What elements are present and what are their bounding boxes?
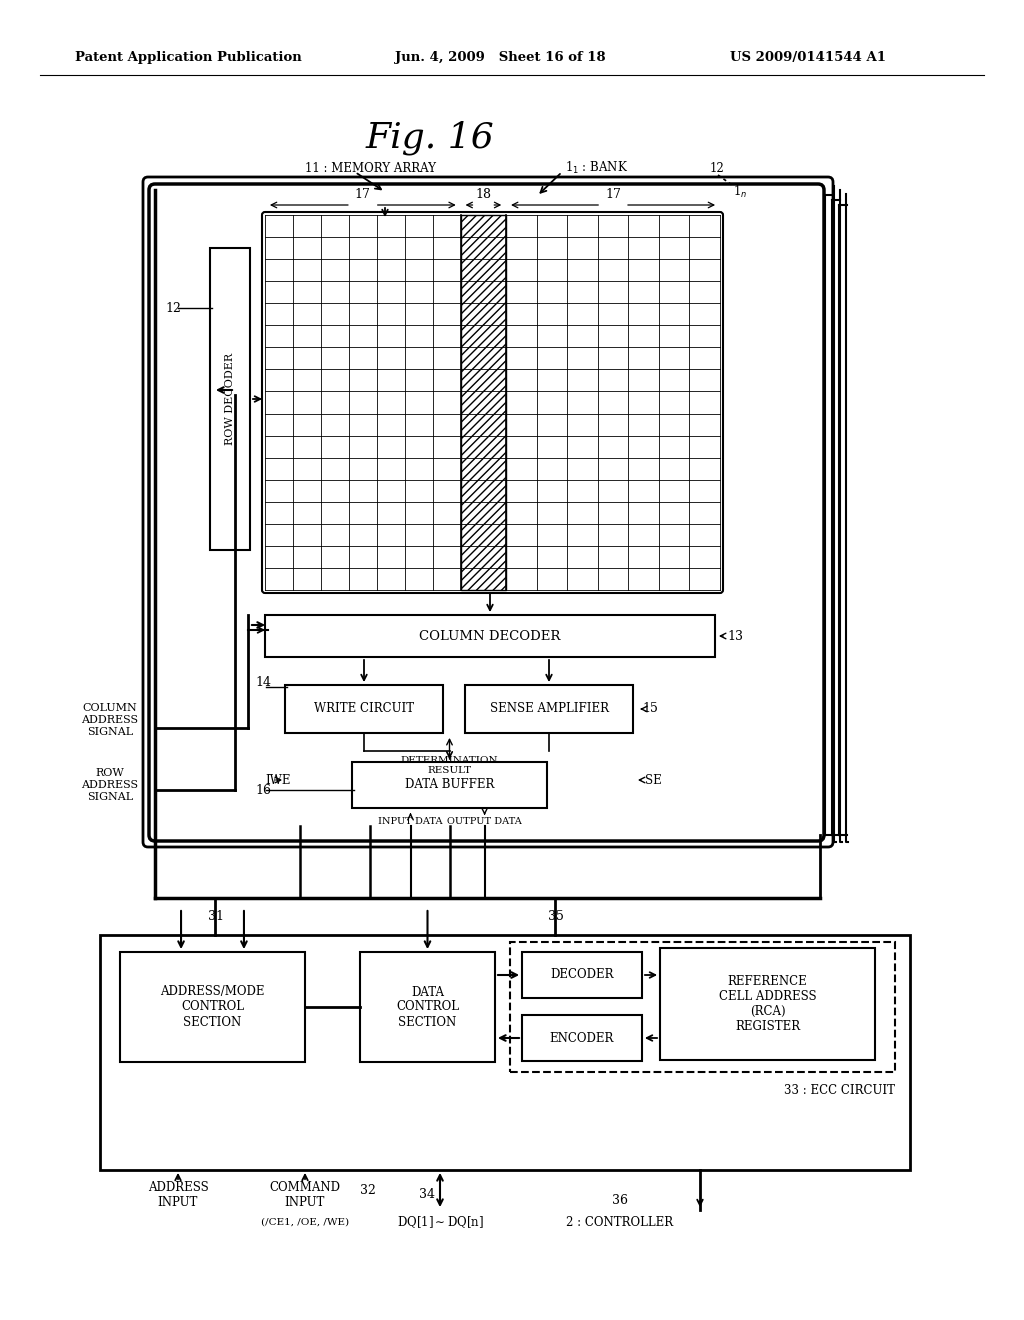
Text: US 2009/0141544 A1: US 2009/0141544 A1	[730, 51, 886, 65]
Text: 17: 17	[605, 189, 621, 202]
Text: ADDRESS
INPUT: ADDRESS INPUT	[147, 1181, 208, 1209]
Text: ENCODER: ENCODER	[550, 1031, 614, 1044]
Text: ADDRESS/MODE
CONTROL
SECTION: ADDRESS/MODE CONTROL SECTION	[160, 986, 265, 1028]
Bar	[522, 952, 642, 998]
Text: 17: 17	[355, 189, 371, 202]
Text: 2 : CONTROLLER: 2 : CONTROLLER	[566, 1216, 674, 1229]
Text: 32: 32	[360, 1184, 376, 1196]
Text: DATA BUFFER: DATA BUFFER	[404, 779, 495, 792]
Text: 11 : MEMORY ARRAY: 11 : MEMORY ARRAY	[305, 161, 436, 174]
Bar	[100, 935, 910, 1170]
Text: 16: 16	[255, 784, 271, 796]
Text: Fig. 16: Fig. 16	[366, 120, 495, 156]
Text: Jun. 4, 2009   Sheet 16 of 18: Jun. 4, 2009 Sheet 16 of 18	[395, 51, 605, 65]
Text: REFERENCE
CELL ADDRESS
(RCA)
REGISTER: REFERENCE CELL ADDRESS (RCA) REGISTER	[719, 975, 816, 1034]
Text: OUTPUT DATA: OUTPUT DATA	[447, 817, 522, 826]
Bar	[360, 952, 495, 1063]
FancyBboxPatch shape	[262, 213, 723, 593]
Text: SE: SE	[645, 774, 662, 787]
Text: 1$_1$ : BANK: 1$_1$ : BANK	[565, 160, 628, 176]
Bar	[265, 615, 715, 657]
Bar	[210, 248, 250, 550]
Bar	[522, 1015, 642, 1061]
Text: 33 : ECC CIRCUIT: 33 : ECC CIRCUIT	[784, 1084, 895, 1097]
Text: DATA
CONTROL
SECTION: DATA CONTROL SECTION	[396, 986, 459, 1028]
Text: COLUMN DECODER: COLUMN DECODER	[419, 630, 561, 643]
Text: 31: 31	[208, 911, 224, 924]
Text: 13: 13	[727, 630, 743, 643]
Text: 36: 36	[612, 1193, 628, 1206]
Text: DQ[1]$\sim$DQ[n]: DQ[1]$\sim$DQ[n]	[396, 1214, 483, 1230]
Bar	[285, 685, 443, 733]
Text: 15: 15	[642, 702, 657, 715]
Text: INPUT DATA: INPUT DATA	[378, 817, 442, 826]
Text: SENSE AMPLIFIER: SENSE AMPLIFIER	[489, 702, 608, 715]
Text: ROW
ADDRESS
SIGNAL: ROW ADDRESS SIGNAL	[82, 768, 138, 801]
Text: 12: 12	[710, 161, 725, 174]
Text: 34: 34	[419, 1188, 435, 1201]
Text: 12: 12	[165, 301, 181, 314]
Text: ROW DECODER: ROW DECODER	[225, 352, 234, 445]
Bar	[120, 952, 305, 1063]
Text: 35: 35	[548, 911, 564, 924]
Bar	[660, 948, 874, 1060]
Bar	[461, 215, 506, 590]
Bar	[465, 685, 633, 733]
Text: IWE: IWE	[265, 774, 291, 787]
Text: COLUMN
ADDRESS
SIGNAL: COLUMN ADDRESS SIGNAL	[82, 704, 138, 737]
Text: WRITE CIRCUIT: WRITE CIRCUIT	[314, 702, 414, 715]
Bar	[510, 942, 895, 1072]
Text: DETERMINATION
RESULT: DETERMINATION RESULT	[400, 756, 499, 775]
Text: (/CE1, /OE, /WE): (/CE1, /OE, /WE)	[261, 1217, 349, 1226]
Text: COMMAND
INPUT: COMMAND INPUT	[269, 1181, 341, 1209]
Text: 1$_n$: 1$_n$	[733, 183, 748, 201]
Text: DECODER: DECODER	[550, 969, 613, 982]
Text: 18: 18	[475, 189, 492, 202]
Text: 14: 14	[255, 676, 271, 689]
Text: Patent Application Publication: Patent Application Publication	[75, 51, 302, 65]
Bar	[352, 762, 547, 808]
